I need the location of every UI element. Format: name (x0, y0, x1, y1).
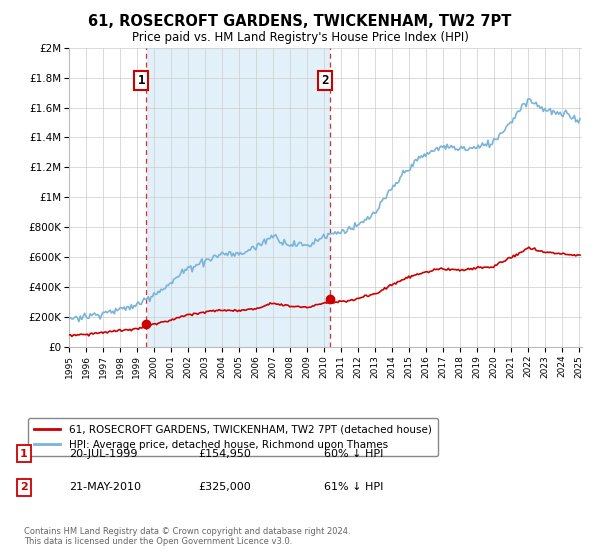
Text: 2: 2 (20, 482, 28, 492)
Text: Price paid vs. HM Land Registry's House Price Index (HPI): Price paid vs. HM Land Registry's House … (131, 31, 469, 44)
Text: 61% ↓ HPI: 61% ↓ HPI (324, 482, 383, 492)
Text: 20-JUL-1999: 20-JUL-1999 (69, 449, 137, 459)
Text: Contains HM Land Registry data © Crown copyright and database right 2024.
This d: Contains HM Land Registry data © Crown c… (24, 526, 350, 546)
Text: 60% ↓ HPI: 60% ↓ HPI (324, 449, 383, 459)
Text: 2: 2 (322, 74, 329, 87)
Text: 1: 1 (137, 74, 145, 87)
Text: 21-MAY-2010: 21-MAY-2010 (69, 482, 141, 492)
Text: £154,950: £154,950 (198, 449, 251, 459)
Legend: 61, ROSECROFT GARDENS, TWICKENHAM, TW2 7PT (detached house), HPI: Average price,: 61, ROSECROFT GARDENS, TWICKENHAM, TW2 7… (28, 418, 438, 456)
Text: 1: 1 (20, 449, 28, 459)
Text: £325,000: £325,000 (198, 482, 251, 492)
Text: 61, ROSECROFT GARDENS, TWICKENHAM, TW2 7PT: 61, ROSECROFT GARDENS, TWICKENHAM, TW2 7… (88, 14, 512, 29)
